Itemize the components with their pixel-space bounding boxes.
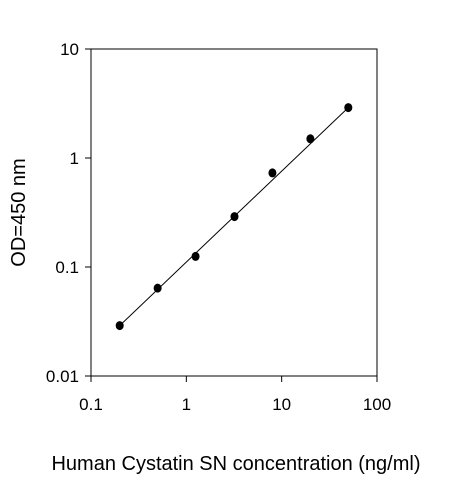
x-tick-label: 1 [182,395,191,414]
data-point [268,168,277,178]
data-point [153,283,162,293]
y-tick-label: 10 [60,40,79,59]
y-tick-label: 0.01 [46,367,79,386]
y-axis-tick-labels: 0.01 0.1 1 10 [46,40,79,386]
data-point [344,103,353,113]
data-point [191,251,200,261]
y-tick-label: 1 [70,149,79,168]
plot-area-frame [90,48,378,377]
data-point [115,321,124,331]
data-point [230,212,239,222]
data-point [306,134,315,144]
x-axis-ticks [90,376,378,382]
y-tick-label: 0.1 [55,258,79,277]
x-tick-label: 0.1 [79,395,103,414]
x-axis-tick-labels: 0.1 1 10 100 [79,395,391,414]
x-tick-label: 10 [272,395,291,414]
x-axis-title: Human Cystatin SN concentration (ng/ml) [51,453,420,475]
y-axis-ticks [85,48,91,377]
x-tick-label: 100 [363,395,391,414]
data-points [115,103,353,331]
y-axis-title: OD=450 nm [8,158,30,266]
